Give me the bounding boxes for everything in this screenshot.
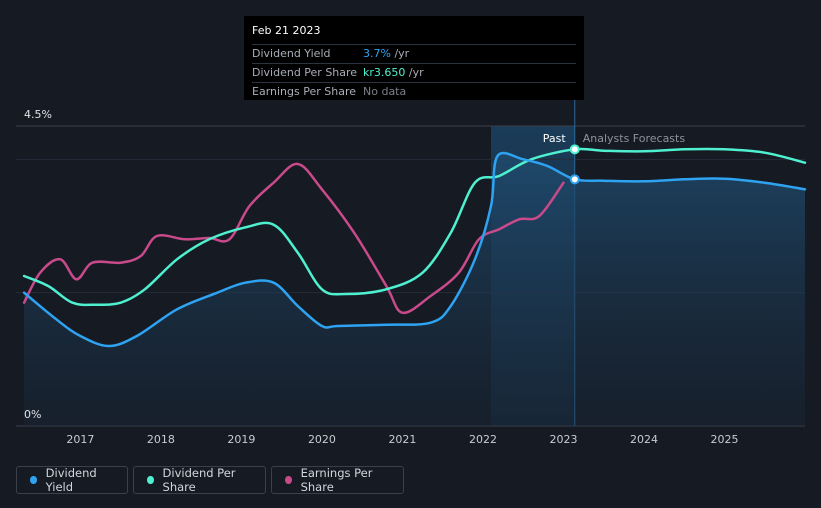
dividend-yield-line	[22, 151, 807, 348]
tooltip-date: Feb 21 2023	[252, 24, 321, 37]
tooltip-row-dividend-yield: Dividend Yield 3.7% /yr	[252, 44, 576, 63]
past-label: Past	[543, 132, 567, 145]
legend-dividend-yield[interactable]: Dividend Yield	[16, 466, 128, 494]
legend-label: Dividend Per Share	[162, 466, 236, 494]
tooltip-label: Earnings Per Share	[252, 85, 357, 98]
tooltip-row-earnings-per-share: Earnings Per Share No data	[252, 82, 576, 101]
tooltip-row-dividend-per-share: Dividend Per Share kr3.650 /yr	[252, 63, 576, 82]
x-tick-label: 2019	[227, 433, 255, 446]
x-tick-label: 2018	[147, 433, 175, 446]
x-tick-label: 2022	[469, 433, 497, 446]
tooltip-value: kr3.650 /yr	[363, 66, 424, 79]
legend-label: Earnings Per Share	[300, 466, 373, 494]
y-axis-max-label: 4.5%	[24, 108, 52, 121]
legend-dot-icon	[147, 476, 154, 484]
dividend-yield-marker	[569, 174, 580, 185]
tooltip-label: Dividend Yield	[252, 47, 331, 60]
tooltip-value: No data	[363, 85, 407, 98]
dividend-yield-area	[24, 152, 806, 426]
earnings-per-share-line	[22, 162, 565, 314]
x-tick-label: 2021	[388, 433, 416, 446]
legend-dividend-per-share[interactable]: Dividend Per Share	[133, 466, 266, 494]
tooltip-label: Dividend Per Share	[252, 66, 358, 79]
tooltip-value: 3.7% /yr	[363, 47, 410, 60]
dividend-per-share-line	[22, 147, 807, 307]
x-tick-label: 2020	[308, 433, 336, 446]
tooltip: Feb 21 2023 Dividend Yield 3.7% /yr Divi…	[244, 16, 584, 100]
x-tick-label: 2025	[710, 433, 738, 446]
forecast-label: Analysts Forecasts	[583, 132, 686, 145]
legend-dot-icon	[285, 476, 292, 484]
x-tick-label: 2023	[549, 433, 577, 446]
legend-label: Dividend Yield	[45, 466, 97, 494]
x-tick-label: 2024	[630, 433, 658, 446]
y-axis-min-label: 0%	[24, 408, 41, 421]
x-tick-label: 2017	[66, 433, 94, 446]
legend-dot-icon	[30, 476, 37, 484]
legend-earnings-per-share[interactable]: Earnings Per Share	[271, 466, 404, 494]
dividend-per-share-marker	[569, 144, 580, 155]
